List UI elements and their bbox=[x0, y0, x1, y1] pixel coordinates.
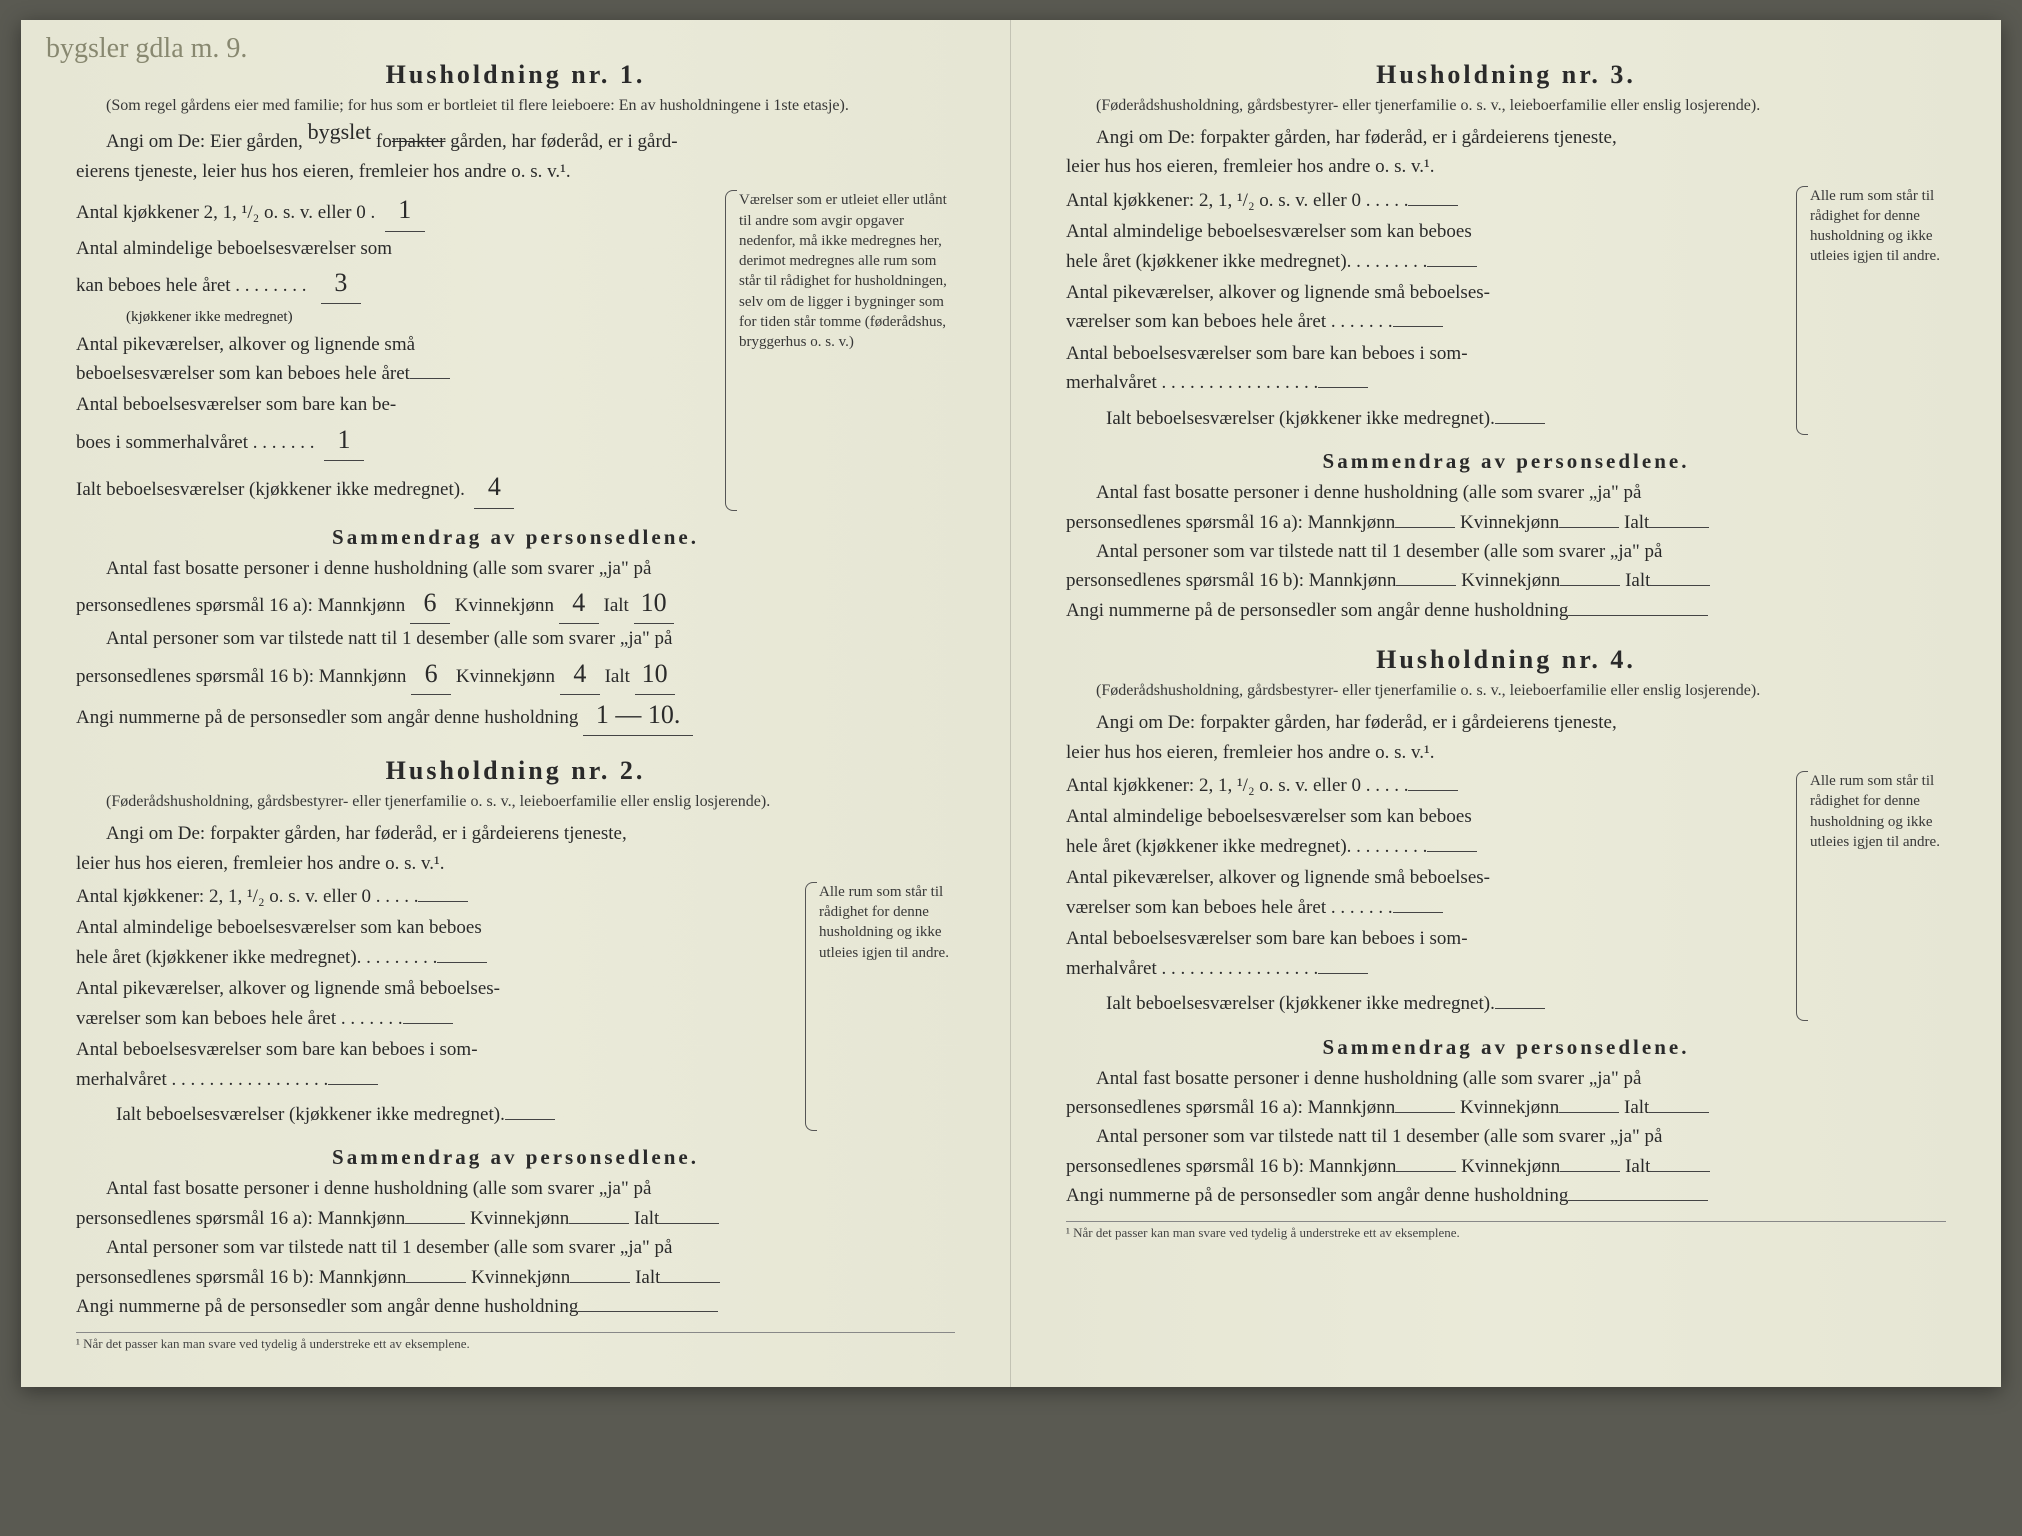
alm-value-1: 3 bbox=[321, 263, 361, 304]
pike-3a: Antal pikeværelser, alkover og lignende … bbox=[1066, 278, 1778, 307]
sammendrag-title-1: Sammendrag av personsedlene. bbox=[76, 525, 955, 550]
som-4b: merhalvåret . . . . . . . . . . . . . . … bbox=[1066, 954, 1318, 983]
section-title-3: Husholdning nr. 3. bbox=[1066, 60, 1946, 90]
caption-3: (Føderådshusholdning, gårdsbestyrer- ell… bbox=[1066, 96, 1946, 117]
alm-line1-1: Antal almindelige beboelsesværelser som bbox=[76, 234, 707, 263]
ialt-value-1: 4 bbox=[474, 467, 514, 508]
pike-line1-1: Antal pikeværelser, alkover og lignende … bbox=[76, 330, 707, 359]
caption-1: (Som regel gårdens eier med familie; for… bbox=[76, 96, 955, 117]
som-3a: Antal beboelsesværelser som bare kan beb… bbox=[1066, 339, 1778, 368]
section-title-1: Husholdning nr. 1. bbox=[76, 60, 955, 90]
kjokkener-value-1: 1 bbox=[385, 190, 425, 231]
s2-nummer: Angi nummerne på de personsedler som ang… bbox=[76, 1292, 955, 1321]
kjokkener-2: Antal kjøkkener: 2, 1, ¹/₂ o. s. v. elle… bbox=[76, 882, 418, 911]
brace-icon bbox=[1796, 771, 1808, 1021]
left-page: bygsler gdla m. 9. Husholdning nr. 1. (S… bbox=[21, 20, 1011, 1387]
brace-icon bbox=[805, 882, 817, 1132]
pike-3b: værelser som kan beboes hele året . . . … bbox=[1066, 307, 1393, 336]
s3-q16b-prefix: Antal personer som var tilstede natt til… bbox=[1066, 537, 1946, 566]
caption-2: (Føderådshusholdning, gårdsbestyrer- ell… bbox=[76, 792, 955, 813]
s1-nummer: Angi nummerne på de personsedler som ang… bbox=[76, 695, 955, 736]
angi-line-4a: Angi om De: forpakter gården, har føderå… bbox=[1066, 708, 1946, 737]
brace-icon bbox=[725, 190, 737, 510]
side-note-3: Alle rum som står til rådighet for denne… bbox=[1796, 186, 1946, 436]
som-4a: Antal beboelsesværelser som bare kan beb… bbox=[1066, 924, 1778, 953]
sommer-line2-1: boes i sommerhalvåret . . . . . . . bbox=[76, 428, 315, 457]
side-note-2: Alle rum som står til rådighet for denne… bbox=[805, 882, 955, 1132]
pike-4a: Antal pikeværelser, alkover og lignende … bbox=[1066, 863, 1778, 892]
s3-q16a-prefix: Antal fast bosatte personer i denne hush… bbox=[1066, 478, 1946, 507]
sammendrag-title-2: Sammendrag av personsedlene. bbox=[76, 1145, 955, 1170]
angi-line-4b: leier hus hos eieren, fremleier hos andr… bbox=[1066, 738, 1946, 767]
s4-q16a-prefix: Antal fast bosatte personer i denne hush… bbox=[1066, 1064, 1946, 1093]
angi-line-2a: Angi om De: forpakter gården, har føderå… bbox=[76, 819, 955, 848]
angi-line-1a: Angi om De: Eier gården, bygslet forpakt… bbox=[76, 123, 955, 157]
angi-line-2b: leier hus hos eieren, fremleier hos andr… bbox=[76, 849, 955, 878]
ialt-3: Ialt beboelsesværelser (kjøkkener ikke m… bbox=[1066, 404, 1495, 433]
handwritten-insert: bygslet bbox=[308, 119, 372, 144]
rooms-block-1: Antal kjøkkener 2, 1, ¹/₂ o. s. v. eller… bbox=[76, 190, 955, 510]
sommer-value-1: 1 bbox=[324, 420, 364, 461]
kjokkener-3: Antal kjøkkener: 2, 1, ¹/₂ o. s. v. elle… bbox=[1066, 186, 1408, 215]
right-page: Husholdning nr. 3. (Føderådshusholdning,… bbox=[1011, 20, 2001, 1387]
som-3b: merhalvåret . . . . . . . . . . . . . . … bbox=[1066, 368, 1318, 397]
footnote-left: ¹ Når det passer kan man svare ved tydel… bbox=[76, 1332, 955, 1352]
rooms-block-4: Antal kjøkkener: 2, 1, ¹/₂ o. s. v. elle… bbox=[1066, 771, 1946, 1021]
s4-q16b: personsedlenes spørsmål 16 b): Mannkjønn… bbox=[1066, 1152, 1946, 1181]
pike-2a: Antal pikeværelser, alkover og lignende … bbox=[76, 974, 787, 1003]
sammendrag-title-3: Sammendrag av personsedlene. bbox=[1066, 449, 1946, 474]
s1-q16b: personsedlenes spørsmål 16 b): Mannkjønn… bbox=[76, 654, 955, 695]
alm-3b: hele året (kjøkkener ikke medregnet). . … bbox=[1066, 247, 1427, 276]
som-2b: merhalvåret . . . . . . . . . . . . . . … bbox=[76, 1065, 328, 1094]
brace-icon bbox=[1796, 186, 1808, 436]
rooms-block-3: Antal kjøkkener: 2, 1, ¹/₂ o. s. v. elle… bbox=[1066, 186, 1946, 436]
s2-q16a-prefix: Antal fast bosatte personer i denne hush… bbox=[76, 1174, 955, 1203]
alm-3a: Antal almindelige beboelsesværelser som … bbox=[1066, 217, 1778, 246]
alm-line2-1: kan beboes hele året . . . . . . . . bbox=[76, 271, 307, 300]
angi-line-3a: Angi om De: forpakter gården, har føderå… bbox=[1066, 123, 1946, 152]
pike-4b: værelser som kan beboes hele året . . . … bbox=[1066, 893, 1393, 922]
side-note-1: Værelser som er utleiet eller utlånt til… bbox=[725, 190, 955, 510]
side-note-4: Alle rum som står til rådighet for denne… bbox=[1796, 771, 1946, 1021]
ialt-2: Ialt beboelsesværelser (kjøkkener ikke m… bbox=[76, 1100, 505, 1129]
pike-line2-1: beboelsesværelser som kan beboes hele år… bbox=[76, 359, 410, 388]
s3-nummer: Angi nummerne på de personsedler som ang… bbox=[1066, 596, 1946, 625]
alm-sub-1: (kjøkkener ikke medregnet) bbox=[76, 306, 707, 329]
rooms-block-2: Antal kjøkkener: 2, 1, ¹/₂ o. s. v. elle… bbox=[76, 882, 955, 1132]
s3-q16a: personsedlenes spørsmål 16 a): Mannkjønn… bbox=[1066, 508, 1946, 537]
s2-q16b: personsedlenes spørsmål 16 b): Mannkjønn… bbox=[76, 1263, 955, 1292]
s4-nummer: Angi nummerne på de personsedler som ang… bbox=[1066, 1181, 1946, 1210]
angi-line-1b: eierens tjeneste, leier hus hos eieren, … bbox=[76, 157, 955, 186]
s1-q16a: personsedlenes spørsmål 16 a): Mannkjønn… bbox=[76, 583, 955, 624]
footnote-right: ¹ Når det passer kan man svare ved tydel… bbox=[1066, 1221, 1946, 1241]
sommer-line1-1: Antal beboelsesværelser som bare kan be- bbox=[76, 390, 707, 419]
som-2a: Antal beboelsesværelser som bare kan beb… bbox=[76, 1035, 787, 1064]
s4-q16b-prefix: Antal personer som var tilstede natt til… bbox=[1066, 1122, 1946, 1151]
section-title-2: Husholdning nr. 2. bbox=[76, 756, 955, 786]
alm-2b: hele året (kjøkkener ikke medregnet). . … bbox=[76, 943, 437, 972]
sammendrag-title-4: Sammendrag av personsedlene. bbox=[1066, 1035, 1946, 1060]
caption-4: (Føderådshusholdning, gårdsbestyrer- ell… bbox=[1066, 681, 1946, 702]
pike-2b: værelser som kan beboes hele året . . . … bbox=[76, 1004, 403, 1033]
handwritten-note-top: bygsler gdla m. 9. bbox=[46, 35, 247, 63]
s1-q16a-prefix: Antal fast bosatte personer i denne hush… bbox=[76, 554, 955, 583]
page-spread: bygsler gdla m. 9. Husholdning nr. 1. (S… bbox=[21, 20, 2001, 1387]
s3-q16b: personsedlenes spørsmål 16 b): Mannkjønn… bbox=[1066, 566, 1946, 595]
kjokkener-4: Antal kjøkkener: 2, 1, ¹/₂ o. s. v. elle… bbox=[1066, 771, 1408, 800]
alm-4b: hele året (kjøkkener ikke medregnet). . … bbox=[1066, 832, 1427, 861]
section-title-4: Husholdning nr. 4. bbox=[1066, 645, 1946, 675]
s2-q16b-prefix: Antal personer som var tilstede natt til… bbox=[76, 1233, 955, 1262]
alm-2a: Antal almindelige beboelsesværelser som … bbox=[76, 913, 787, 942]
ialt-4: Ialt beboelsesværelser (kjøkkener ikke m… bbox=[1066, 989, 1495, 1018]
angi-line-3b: leier hus hos eieren, fremleier hos andr… bbox=[1066, 152, 1946, 181]
s1-q16b-prefix: Antal personer som var tilstede natt til… bbox=[76, 624, 955, 653]
s4-q16a: personsedlenes spørsmål 16 a): Mannkjønn… bbox=[1066, 1093, 1946, 1122]
alm-4a: Antal almindelige beboelsesværelser som … bbox=[1066, 802, 1778, 831]
kjokkener-label-1: Antal kjøkkener 2, 1, ¹/₂ o. s. v. eller… bbox=[76, 198, 375, 227]
ialt-label-1: Ialt beboelsesværelser (kjøkkener ikke m… bbox=[76, 475, 465, 504]
s2-q16a: personsedlenes spørsmål 16 a): Mannkjønn… bbox=[76, 1204, 955, 1233]
